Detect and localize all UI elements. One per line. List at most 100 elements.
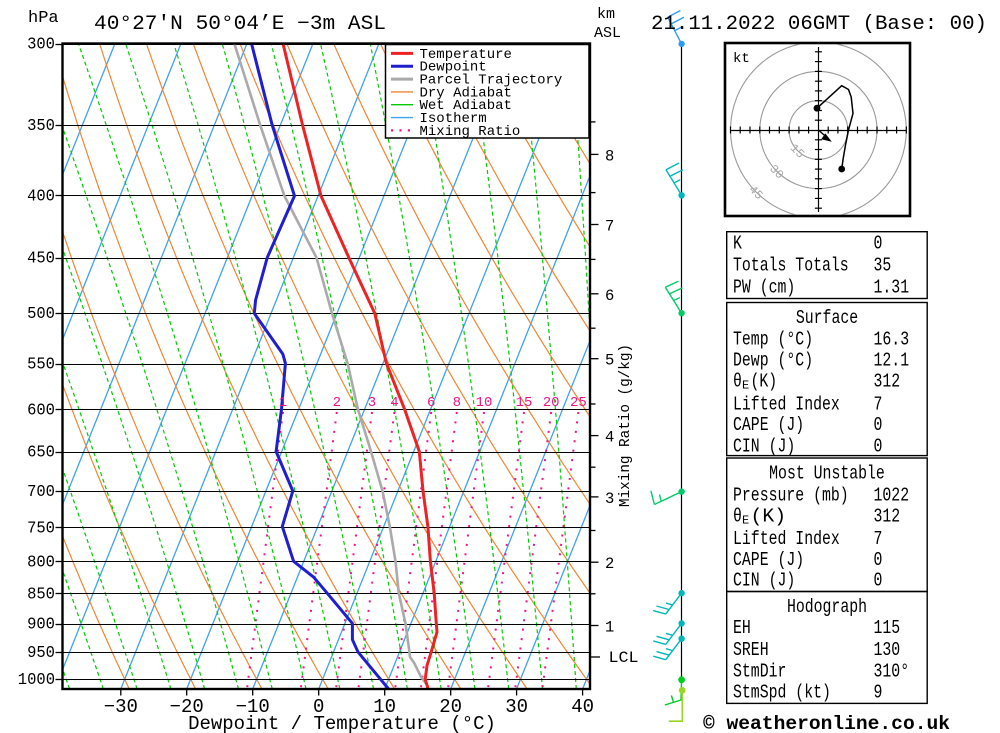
svg-text:450: 450 (27, 249, 55, 268)
svg-text:950: 950 (27, 643, 55, 662)
svg-text:Most Unstable: Most Unstable (769, 463, 885, 485)
svg-text:850: 850 (27, 584, 55, 603)
svg-text:SREH: SREH (733, 639, 769, 661)
svg-text:0: 0 (874, 570, 883, 592)
svg-text:PW (cm): PW (cm) (733, 277, 795, 299)
svg-text:4: 4 (390, 395, 398, 411)
svg-text:kt: kt (733, 51, 750, 67)
svg-text:130: 130 (874, 639, 901, 661)
svg-text:CAPE (J): CAPE (J) (733, 549, 804, 571)
svg-text:Parcel Trajectory: Parcel Trajectory (420, 73, 563, 89)
svg-text:Pressure (mb): Pressure (mb) (733, 485, 849, 507)
svg-text:Totals Totals: Totals Totals (733, 255, 849, 277)
svg-text:E: E (742, 514, 749, 528)
svg-text:350: 350 (27, 116, 55, 135)
svg-text:8: 8 (453, 395, 461, 411)
svg-text:Hodograph: Hodograph (787, 596, 867, 618)
svg-text:312: 312 (874, 371, 901, 393)
svg-text:900: 900 (27, 615, 55, 634)
svg-text:115: 115 (874, 617, 901, 639)
svg-text:−20: −20 (170, 696, 204, 718)
svg-text:θ: θ (733, 371, 742, 393)
svg-text:300: 300 (27, 35, 55, 54)
svg-text:10: 10 (476, 395, 493, 411)
svg-text:25: 25 (570, 395, 587, 411)
svg-text:Dewp (°C): Dewp (°C) (733, 350, 813, 372)
svg-text:1: 1 (605, 619, 614, 637)
svg-text:500: 500 (27, 304, 55, 323)
svg-text:700: 700 (27, 482, 55, 501)
svg-text:CIN (J): CIN (J) (733, 570, 795, 592)
svg-text:Mixing Ratio: Mixing Ratio (420, 124, 521, 140)
svg-text:(K): (K) (751, 371, 778, 393)
svg-text:(K): (K) (751, 506, 787, 528)
svg-text:ASL: ASL (594, 25, 621, 42)
svg-text:1.31: 1.31 (874, 277, 910, 299)
svg-text:0: 0 (874, 233, 883, 255)
svg-text:310°: 310° (874, 661, 910, 683)
svg-text:1022: 1022 (874, 485, 910, 507)
svg-text:20: 20 (543, 395, 560, 411)
svg-text:CIN (J): CIN (J) (733, 436, 795, 458)
svg-text:312: 312 (874, 506, 901, 528)
svg-text:12.1: 12.1 (874, 350, 910, 372)
svg-text:1000: 1000 (18, 670, 55, 689)
svg-text:0: 0 (874, 436, 883, 458)
svg-text:2: 2 (605, 555, 614, 573)
svg-text:40: 40 (571, 696, 594, 718)
svg-text:Mixing Ratio (g/kg): Mixing Ratio (g/kg) (618, 344, 634, 507)
svg-text:Temp (°C): Temp (°C) (733, 329, 813, 351)
svg-text:30: 30 (505, 696, 528, 718)
svg-text:10: 10 (373, 696, 396, 718)
svg-text:LCL: LCL (609, 649, 639, 667)
svg-text:650: 650 (27, 443, 55, 462)
svg-text:0: 0 (874, 549, 883, 571)
svg-text:1: 1 (279, 395, 287, 411)
svg-text:0: 0 (313, 696, 324, 718)
svg-text:3: 3 (605, 490, 614, 508)
svg-text:Lifted Index: Lifted Index (733, 394, 840, 416)
svg-text:7: 7 (605, 218, 614, 236)
svg-text:15: 15 (516, 395, 533, 411)
svg-text:9: 9 (874, 682, 883, 704)
svg-text:35: 35 (874, 255, 892, 277)
svg-text:3: 3 (368, 395, 376, 411)
svg-text:6: 6 (427, 395, 435, 411)
svg-text:Dewpoint: Dewpoint (420, 60, 487, 76)
svg-text:7: 7 (874, 528, 883, 550)
svg-text:Dewpoint / Temperature (°C): Dewpoint / Temperature (°C) (188, 713, 496, 733)
svg-text:Isotherm: Isotherm (420, 111, 487, 127)
svg-text:−30: −30 (104, 696, 138, 718)
svg-text:800: 800 (27, 552, 55, 571)
svg-text:2: 2 (333, 395, 341, 411)
svg-text:km: km (597, 6, 615, 23)
svg-text:400: 400 (27, 186, 55, 205)
svg-text:5: 5 (605, 352, 614, 370)
svg-text:4: 4 (605, 429, 614, 447)
svg-text:hPa: hPa (28, 9, 59, 28)
svg-text:Lifted Index: Lifted Index (733, 528, 840, 550)
svg-text:CAPE (J): CAPE (J) (733, 414, 804, 436)
svg-text:Dry Adiabat: Dry Adiabat (420, 85, 512, 101)
svg-text:550: 550 (27, 355, 55, 374)
svg-text:0: 0 (874, 414, 883, 436)
svg-text:Wet Adiabat: Wet Adiabat (420, 98, 512, 114)
svg-text:600: 600 (27, 401, 55, 420)
svg-text:8: 8 (605, 147, 614, 165)
svg-text:750: 750 (27, 518, 55, 537)
svg-text:−10: −10 (236, 696, 270, 718)
svg-text:StmSpd (kt): StmSpd (kt) (733, 682, 831, 704)
svg-text:7: 7 (874, 394, 883, 416)
svg-text:EH: EH (733, 617, 751, 639)
svg-text:40°27'N 50°04’E −3m ASL: 40°27'N 50°04’E −3m ASL (94, 13, 386, 36)
svg-text:Surface: Surface (796, 307, 858, 329)
svg-text:20: 20 (439, 696, 462, 718)
svg-text:StmDir: StmDir (733, 661, 786, 683)
svg-text:Temperature: Temperature (420, 47, 512, 63)
svg-text:E: E (742, 379, 749, 393)
svg-text:K: K (733, 233, 742, 255)
svg-text:© weatheronline.co.uk: © weatheronline.co.uk (703, 713, 950, 733)
svg-text:21.11.2022 06GMT (Base: 00): 21.11.2022 06GMT (Base: 00) (651, 13, 987, 36)
svg-text:6: 6 (605, 287, 614, 305)
svg-text:θ: θ (733, 506, 742, 528)
